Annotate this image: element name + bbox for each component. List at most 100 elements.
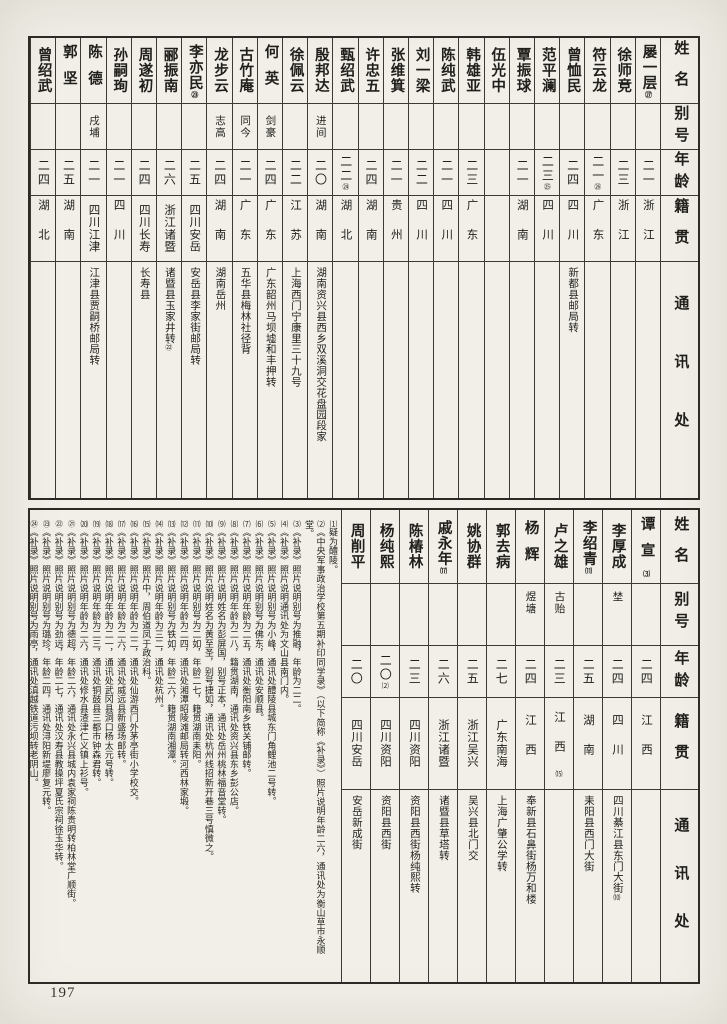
footnote-number: ⑺ (242, 520, 252, 528)
entry-name-cell: 孙嗣珣 (106, 38, 131, 104)
header-age: 年龄 (661, 150, 698, 196)
footnote-number: ⒀ (167, 520, 177, 528)
entry-address-cell (107, 262, 131, 498)
entry-origin-cell: 湖南 (509, 196, 534, 262)
footnote-item: ⑿《补录》照片说明年龄为二四，通讯处湘潭昭陵滩邮局转河西林家塅。 (177, 520, 189, 972)
entry-name-cell: 古竹庵 (232, 38, 257, 104)
footnote-marker: ㉗ (644, 90, 653, 98)
entry-address-cell (611, 262, 635, 498)
entry-age-cell: 二一 (383, 150, 408, 196)
entry-address-cell: 四川綦江县东门大街⑽ (611, 795, 623, 901)
header-age: 年龄 (661, 646, 698, 698)
entry-age-cell: 二五 (56, 150, 81, 196)
entry-address-cell (545, 790, 573, 982)
entry-alias-cell (429, 584, 457, 646)
footnote-item: ⒀《补录》照片说明别号为铁如，年龄二六，籍贯湖南湘潭。 (165, 520, 177, 972)
entry-address-cell (585, 262, 609, 498)
entry-origin-cell: 四川安岳 (182, 196, 207, 262)
roster-entry-column: 谭宣⑶ 二四 江西 (631, 510, 660, 982)
entry-name-cell: 符云龙 (585, 38, 610, 104)
header-alias: 别号 (661, 584, 698, 646)
entry-age-cell: 二一 (434, 150, 459, 196)
entry-name-cell: 郭坚 (56, 38, 81, 104)
entry-name-cell: 徐师竞 (610, 38, 635, 104)
entry-origin-cell: 江西 (632, 698, 660, 790)
footnote-text: 《补录》照片说明年龄为二八，籍贯湖南，通讯处资兴县东乡彭公店。 (228, 527, 239, 816)
footnote-item: ㉔《补录》照片说明别号为雨亭，通讯处滇越铁道污坝转老阴山。 (30, 520, 39, 972)
roster-entry-column: 陈纯武 二一 四川 (433, 38, 459, 498)
entry-address-cell: 安岳县李家街邮局转 (189, 267, 201, 366)
entry-age-cell: 二〇⑵ (371, 646, 399, 698)
footnote-marker: ⑶ (642, 569, 651, 577)
entry-age-cell: 二〇 (308, 150, 333, 196)
entry-address-cell (510, 262, 534, 498)
entry-origin-cell: 湖南 (56, 196, 81, 262)
footnote-item: ⑶《补录》照片说明别号为推融，年龄为二二。 (290, 520, 301, 972)
entry-age-cell: 二四 (30, 150, 56, 196)
footnote-number: ⒇ (79, 520, 89, 528)
entry-address-cell: 上海广肇公学转 (495, 795, 507, 872)
footnote-text: 《补录》照片说明别号为劲远，年龄二七，通讯处汉寿县教操坪夏氏宗祠徐玉华转。 (53, 527, 64, 871)
entry-origin-cell: 江西 (516, 698, 544, 790)
footnote-text: 《补录》照片中，周伯道凤于政治科。 (141, 527, 152, 686)
entry-alias-cell (156, 104, 182, 150)
footnote-number: ⒃ (129, 520, 139, 528)
entry-origin-cell: 四川资阳 (371, 698, 399, 790)
entry-name-cell: 刘一梁 (408, 38, 434, 104)
entry-origin-cell: 四川 (534, 196, 560, 262)
entry-age-cell: 二五 (182, 150, 207, 196)
entry-origin-cell: 四川江津 (81, 196, 106, 262)
entry-age-cell: 二三㉕ (534, 150, 560, 196)
entry-name-cell: 杨纯熙 (371, 510, 399, 584)
footnote-text: 《补录》照片说明姓名为彭屏国，别号正本，通讯处岳州桃林福音堂转。 (216, 527, 227, 825)
footnote-item: ⑴疑为醴陵。 (326, 520, 338, 972)
footnote-text: 《补录》照片说明年龄为二二，通讯处仙游西门外茅亭街小学校交。 (128, 527, 139, 806)
entry-age-cell: 二六 (429, 646, 457, 698)
entry-alias-cell (585, 104, 610, 150)
entry-address-cell: 湖南资兴县西乡双溪洞交花盘园段家 (315, 267, 327, 442)
entry-alias-cell (484, 104, 509, 150)
header-origin: 籍贯 (661, 196, 698, 262)
entry-alias-cell (408, 104, 434, 150)
entry-age-cell: 二四 (516, 646, 544, 698)
entry-origin-cell: 广东 (459, 196, 484, 262)
entry-name-cell: 曾绍武 (30, 38, 56, 104)
entry-name-cell: 伍光中 (484, 38, 509, 104)
header-origin: 籍贯 (661, 698, 698, 790)
entry-name-cell: 李厚成 (603, 510, 631, 584)
entry-age-cell: 二一 (81, 150, 106, 196)
entry-origin-cell: 浙江诸暨 (156, 196, 182, 262)
entry-name-cell: 甄绍武 (333, 38, 358, 104)
roster-entry-column: 刘一梁 二二 四川 (407, 38, 434, 498)
roster-entry-column: 杨纯熙 二〇⑵ 四川资阳 资阳县西街 (370, 510, 399, 982)
entry-name-cell: 周遂初 (131, 38, 156, 104)
entry-origin-cell: 浙江 (635, 196, 660, 262)
footnote-number: ⒂ (142, 520, 152, 528)
entry-address-cell (485, 262, 509, 498)
entry-address-cell: 资阳县西街 (379, 795, 391, 850)
entry-age-cell: 二四 (358, 150, 383, 196)
footnote-block: ⑴疑为醴陵。 ⑵《中央军事政治学校第五期补印同学录》（以下简称《补录》）照片说明年… (30, 510, 341, 982)
entry-alias-cell: 剑豪 (257, 104, 282, 150)
entry-alias-cell: 古贻 (545, 584, 573, 646)
entry-alias-cell (342, 584, 370, 646)
roster-entry-column: 符云龙 二一㉖ 广东 (584, 38, 610, 498)
roster-entry-column: 屡一层㉗ 二一 浙江 (634, 38, 660, 498)
footnote-item: ⒁《补录》照片说明年龄为三二，通讯处杭州。 (152, 520, 164, 972)
entry-origin-cell: 浙江吴兴 (458, 698, 486, 790)
entry-address-cell (409, 262, 433, 498)
roster-entry-column: 殷邦达 进间 二〇 湖南 湖南资兴县西乡双溪洞交花盘园段家 (307, 38, 333, 498)
header-column: 姓名 别号 年龄 籍贯 通讯处 (660, 38, 698, 498)
roster-entry-column: 李绍青⑾ 二五 湖南 耒阳县西门大街 (573, 510, 602, 982)
footnote-marker: ⑽ (612, 893, 621, 901)
entry-alias-cell (182, 104, 207, 150)
entry-age-cell: 二一 (509, 150, 534, 196)
entry-origin-cell (484, 196, 509, 262)
footnote-item: ⑵《中央军事政治学校第五期补印同学录》（以下简称《补录》）照片说明年龄二六，通讯… (302, 520, 326, 972)
roster-entry-column: 孙嗣珣 二一 四川 (105, 38, 131, 498)
entry-name-cell: 周削平 (342, 510, 370, 584)
footnote-item: ⒃《补录》照片说明年龄为二二，通讯处仙游西门外茅亭街小学校交。 (127, 520, 139, 972)
entry-age-cell: 二二 (282, 150, 308, 196)
roster-entry-column: 甄绍武 二二㉔ 湖北 (332, 38, 358, 498)
